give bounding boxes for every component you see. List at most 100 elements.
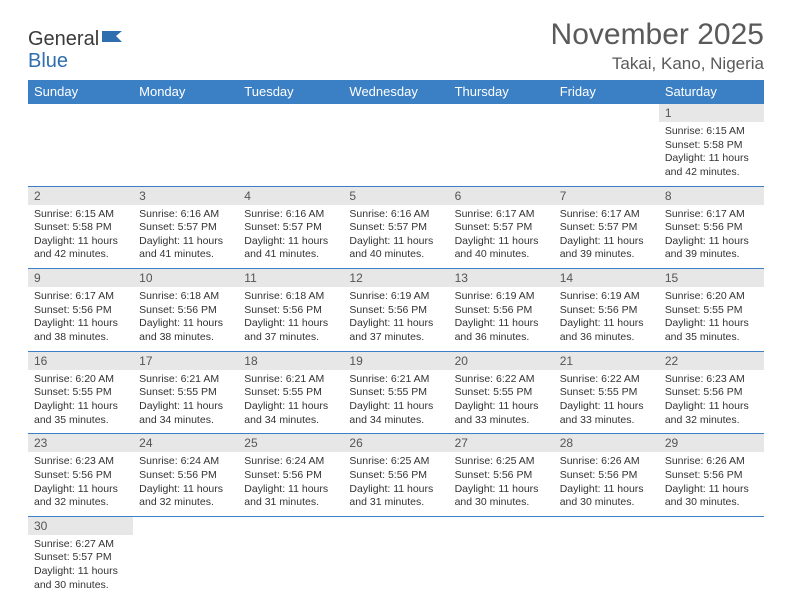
day-number-cell: 12 (343, 269, 448, 288)
day-content-cell (343, 122, 448, 186)
day-line: and 41 minutes. (244, 248, 337, 262)
day-number-cell: 7 (554, 186, 659, 205)
day-content-cell: Sunrise: 6:24 AMSunset: 5:56 PMDaylight:… (133, 452, 238, 516)
day-line: and 42 minutes. (665, 166, 758, 180)
day-number-cell: 1 (659, 104, 764, 123)
day-line: and 38 minutes. (139, 331, 232, 345)
day-number-cell: 29 (659, 434, 764, 453)
day-number-cell: 6 (449, 186, 554, 205)
day-line: Sunrise: 6:15 AM (665, 125, 758, 139)
day-line: Sunset: 5:56 PM (665, 469, 758, 483)
brand-logo: General (28, 28, 124, 51)
day-content-cell (449, 535, 554, 599)
day-line: and 36 minutes. (560, 331, 653, 345)
day-number-row: 30 (28, 516, 764, 535)
day-line: Daylight: 11 hours (560, 483, 653, 497)
day-number-cell: 26 (343, 434, 448, 453)
day-line: Sunrise: 6:15 AM (34, 208, 127, 222)
weekday-header: Saturday (659, 80, 764, 104)
day-line: Sunrise: 6:21 AM (139, 373, 232, 387)
day-number-cell (133, 104, 238, 123)
day-line: Sunrise: 6:27 AM (34, 538, 127, 552)
day-line: Sunset: 5:57 PM (244, 221, 337, 235)
day-content-cell (343, 535, 448, 599)
day-content-cell: Sunrise: 6:16 AMSunset: 5:57 PMDaylight:… (133, 205, 238, 269)
day-line: and 39 minutes. (560, 248, 653, 262)
day-line: and 41 minutes. (139, 248, 232, 262)
day-line: Sunrise: 6:20 AM (665, 290, 758, 304)
day-line: Sunset: 5:56 PM (139, 304, 232, 318)
day-line: Sunrise: 6:23 AM (34, 455, 127, 469)
day-line: Sunrise: 6:19 AM (455, 290, 548, 304)
day-line: Daylight: 11 hours (665, 235, 758, 249)
day-line: Sunset: 5:56 PM (349, 469, 442, 483)
day-line: Daylight: 11 hours (349, 483, 442, 497)
day-line: Sunrise: 6:23 AM (665, 373, 758, 387)
day-line: Sunrise: 6:25 AM (455, 455, 548, 469)
day-content-cell: Sunrise: 6:19 AMSunset: 5:56 PMDaylight:… (343, 287, 448, 351)
day-number-cell (238, 516, 343, 535)
day-content-cell: Sunrise: 6:16 AMSunset: 5:57 PMDaylight:… (238, 205, 343, 269)
day-content-row: Sunrise: 6:20 AMSunset: 5:55 PMDaylight:… (28, 370, 764, 434)
day-number-cell: 2 (28, 186, 133, 205)
day-line: and 33 minutes. (455, 414, 548, 428)
day-number-row: 1 (28, 104, 764, 123)
day-line: Sunrise: 6:20 AM (34, 373, 127, 387)
day-content-cell: Sunrise: 6:19 AMSunset: 5:56 PMDaylight:… (554, 287, 659, 351)
day-line: Sunrise: 6:21 AM (244, 373, 337, 387)
day-line: and 30 minutes. (560, 496, 653, 510)
day-line: Sunrise: 6:17 AM (560, 208, 653, 222)
day-content-cell: Sunrise: 6:18 AMSunset: 5:56 PMDaylight:… (133, 287, 238, 351)
day-line: Daylight: 11 hours (665, 400, 758, 414)
weekday-header: Friday (554, 80, 659, 104)
day-line: Sunrise: 6:19 AM (349, 290, 442, 304)
day-line: and 38 minutes. (34, 331, 127, 345)
day-line: Sunrise: 6:25 AM (349, 455, 442, 469)
day-content-row: Sunrise: 6:15 AMSunset: 5:58 PMDaylight:… (28, 205, 764, 269)
day-content-cell: Sunrise: 6:27 AMSunset: 5:57 PMDaylight:… (28, 535, 133, 599)
day-content-cell: Sunrise: 6:26 AMSunset: 5:56 PMDaylight:… (554, 452, 659, 516)
day-line: Sunset: 5:56 PM (560, 469, 653, 483)
day-number-cell: 16 (28, 351, 133, 370)
day-number-cell: 5 (343, 186, 448, 205)
day-content-cell (133, 122, 238, 186)
day-line: Sunrise: 6:18 AM (244, 290, 337, 304)
day-line: Sunrise: 6:22 AM (560, 373, 653, 387)
day-line: and 31 minutes. (244, 496, 337, 510)
day-line: Sunrise: 6:17 AM (455, 208, 548, 222)
day-content-cell: Sunrise: 6:21 AMSunset: 5:55 PMDaylight:… (343, 370, 448, 434)
day-content-cell: Sunrise: 6:15 AMSunset: 5:58 PMDaylight:… (28, 205, 133, 269)
day-line: Sunset: 5:55 PM (560, 386, 653, 400)
day-line: Daylight: 11 hours (349, 235, 442, 249)
day-line: Daylight: 11 hours (139, 400, 232, 414)
day-line: Sunrise: 6:26 AM (665, 455, 758, 469)
day-line: and 36 minutes. (455, 331, 548, 345)
day-line: Sunset: 5:56 PM (34, 304, 127, 318)
day-number-row: 23242526272829 (28, 434, 764, 453)
day-content-row: Sunrise: 6:27 AMSunset: 5:57 PMDaylight:… (28, 535, 764, 599)
day-line: and 35 minutes. (34, 414, 127, 428)
day-line: and 30 minutes. (34, 579, 127, 593)
day-line: and 40 minutes. (455, 248, 548, 262)
day-line: Sunrise: 6:18 AM (139, 290, 232, 304)
day-number-cell: 20 (449, 351, 554, 370)
day-line: Sunset: 5:56 PM (244, 304, 337, 318)
day-line: Daylight: 11 hours (34, 483, 127, 497)
day-line: Sunrise: 6:26 AM (560, 455, 653, 469)
day-line: Sunrise: 6:17 AM (665, 208, 758, 222)
day-line: Sunset: 5:57 PM (34, 551, 127, 565)
day-line: Sunrise: 6:17 AM (34, 290, 127, 304)
day-line: and 30 minutes. (665, 496, 758, 510)
day-content-cell: Sunrise: 6:17 AMSunset: 5:57 PMDaylight:… (554, 205, 659, 269)
day-number-cell: 24 (133, 434, 238, 453)
day-number-cell: 15 (659, 269, 764, 288)
day-line: Sunset: 5:56 PM (665, 386, 758, 400)
brand-part1: General (28, 28, 99, 51)
day-line: Sunset: 5:56 PM (139, 469, 232, 483)
day-line: Sunset: 5:55 PM (665, 304, 758, 318)
day-number-cell: 8 (659, 186, 764, 205)
day-number-cell (343, 516, 448, 535)
day-line: Sunset: 5:56 PM (349, 304, 442, 318)
day-number-cell: 21 (554, 351, 659, 370)
day-line: Sunset: 5:55 PM (139, 386, 232, 400)
